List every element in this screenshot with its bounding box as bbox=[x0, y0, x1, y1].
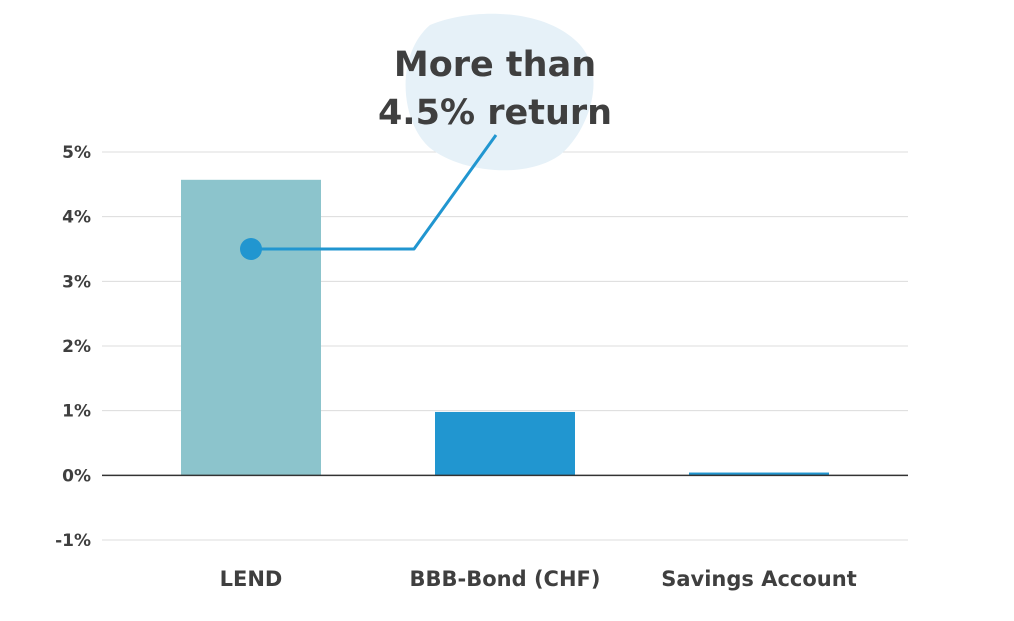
callout-marker bbox=[240, 238, 262, 260]
annotation-blob-layer bbox=[405, 13, 594, 171]
label-layer: -1% 0% 1% 2% 3% 4% 5% LEND BBB-Bond (CHF) Savings… bbox=[55, 143, 857, 591]
callout-connector bbox=[251, 134, 498, 251]
bar-layer bbox=[181, 179, 829, 476]
annotation-blob bbox=[405, 13, 594, 171]
annotation-layer: More than 4.5% return bbox=[240, 45, 612, 260]
y-tick-label: 4% bbox=[62, 208, 91, 228]
y-tick-label: 3% bbox=[62, 272, 91, 292]
callout-line-2: 4.5% return bbox=[378, 93, 612, 133]
bar bbox=[689, 472, 829, 476]
y-tick-label: 2% bbox=[62, 337, 91, 357]
y-tick-label: 5% bbox=[62, 143, 91, 163]
y-tick-label: 1% bbox=[62, 402, 91, 422]
callout-line-1: More than bbox=[394, 45, 596, 85]
y-tick-label: 0% bbox=[62, 466, 91, 486]
category-label: Savings Account bbox=[661, 567, 857, 591]
bar bbox=[435, 411, 575, 476]
y-tick-label: -1% bbox=[55, 531, 91, 551]
category-label: BBB-Bond (CHF) bbox=[410, 567, 601, 591]
category-label: LEND bbox=[220, 567, 283, 591]
bar bbox=[181, 179, 321, 476]
